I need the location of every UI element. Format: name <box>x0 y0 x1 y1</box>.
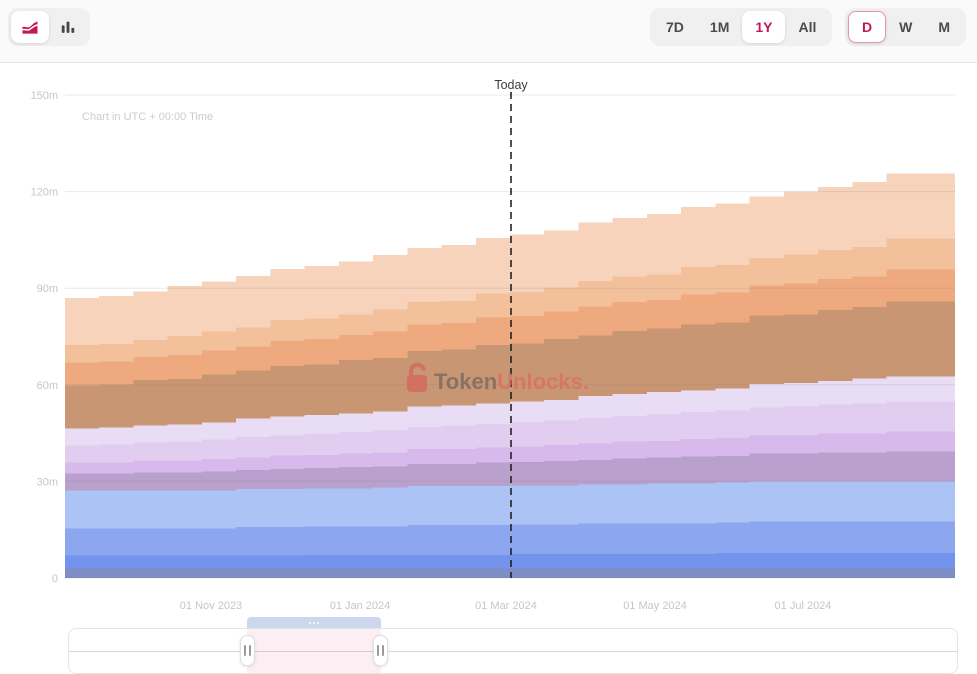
x-axis-label: 01 May 2024 <box>623 600 687 612</box>
navigator-drag-bar[interactable] <box>247 617 381 628</box>
tokenunlocks-watermark: TokenUnlocks. <box>407 362 589 394</box>
y-axis-label: 90m <box>37 283 58 295</box>
area-series-04 <box>65 481 955 529</box>
range-all-button[interactable]: All <box>785 11 829 43</box>
x-axis-label: 01 Jul 2024 <box>775 600 832 612</box>
interval-month-button[interactable]: M <box>925 11 963 43</box>
watermark-text: TokenUnlocks. <box>434 369 589 394</box>
area-chart-icon <box>20 17 40 37</box>
area-series-09 <box>65 301 955 429</box>
interval-week-button[interactable]: W <box>886 11 925 43</box>
area-series-07 <box>65 401 955 463</box>
interval-control: D W M <box>845 8 967 46</box>
area-series-05 <box>65 451 955 491</box>
x-axis-label: 01 Nov 2023 <box>180 600 242 612</box>
navigator-handle-right[interactable] <box>373 635 388 666</box>
navigator[interactable] <box>68 628 958 674</box>
range-1y-button[interactable]: 1Y <box>742 11 786 43</box>
area-series-01 <box>65 568 955 578</box>
y-axis-label: 120m <box>30 187 58 199</box>
area-series-02 <box>65 553 955 569</box>
chart-card: 150m 120m 90m 60m 30m 0 01 Nov 2023 01 Jan 2024… <box>0 63 977 674</box>
area-chart-toggle-button[interactable] <box>11 11 49 43</box>
navigator-midline <box>69 651 957 652</box>
navigator-handle-left[interactable] <box>240 635 255 666</box>
x-axis-label: 01 Jan 2024 <box>330 600 391 612</box>
unlock-schedule-chart[interactable]: 150m 120m 90m 60m 30m 0 01 Nov 2023 01 Jan 2024… <box>0 63 977 614</box>
area-series-12 <box>65 173 955 346</box>
bar-chart-icon <box>58 17 78 37</box>
range-control: 7D 1M 1Y All <box>650 8 833 46</box>
chart-type-control <box>8 8 90 46</box>
area-series-10 <box>65 269 955 386</box>
today-label: Today <box>494 78 528 92</box>
y-axis-label: 60m <box>37 380 58 392</box>
y-axis-label: 150m <box>30 90 58 102</box>
y-axis-label: 0 <box>52 573 58 585</box>
toolbar: 7D 1M 1Y All D W M <box>0 0 977 63</box>
bar-chart-toggle-button[interactable] <box>49 11 87 43</box>
timezone-note: Chart in UTC + 00:00 Time <box>82 111 213 123</box>
interval-day-button[interactable]: D <box>848 11 887 43</box>
area-series-08 <box>65 376 955 446</box>
area-series-11 <box>65 238 955 363</box>
range-7d-button[interactable]: 7D <box>653 11 697 43</box>
x-axis-label: 01 Mar 2024 <box>475 600 537 612</box>
grip-icon <box>309 621 319 624</box>
unlock-shackle-icon <box>408 362 426 378</box>
area-series-06 <box>65 431 955 474</box>
area-series-03 <box>65 521 955 556</box>
range-1m-button[interactable]: 1M <box>697 11 742 43</box>
y-axis-label: 30m <box>37 476 58 488</box>
unlock-icon <box>407 375 427 392</box>
navigator-selection[interactable] <box>247 629 381 673</box>
